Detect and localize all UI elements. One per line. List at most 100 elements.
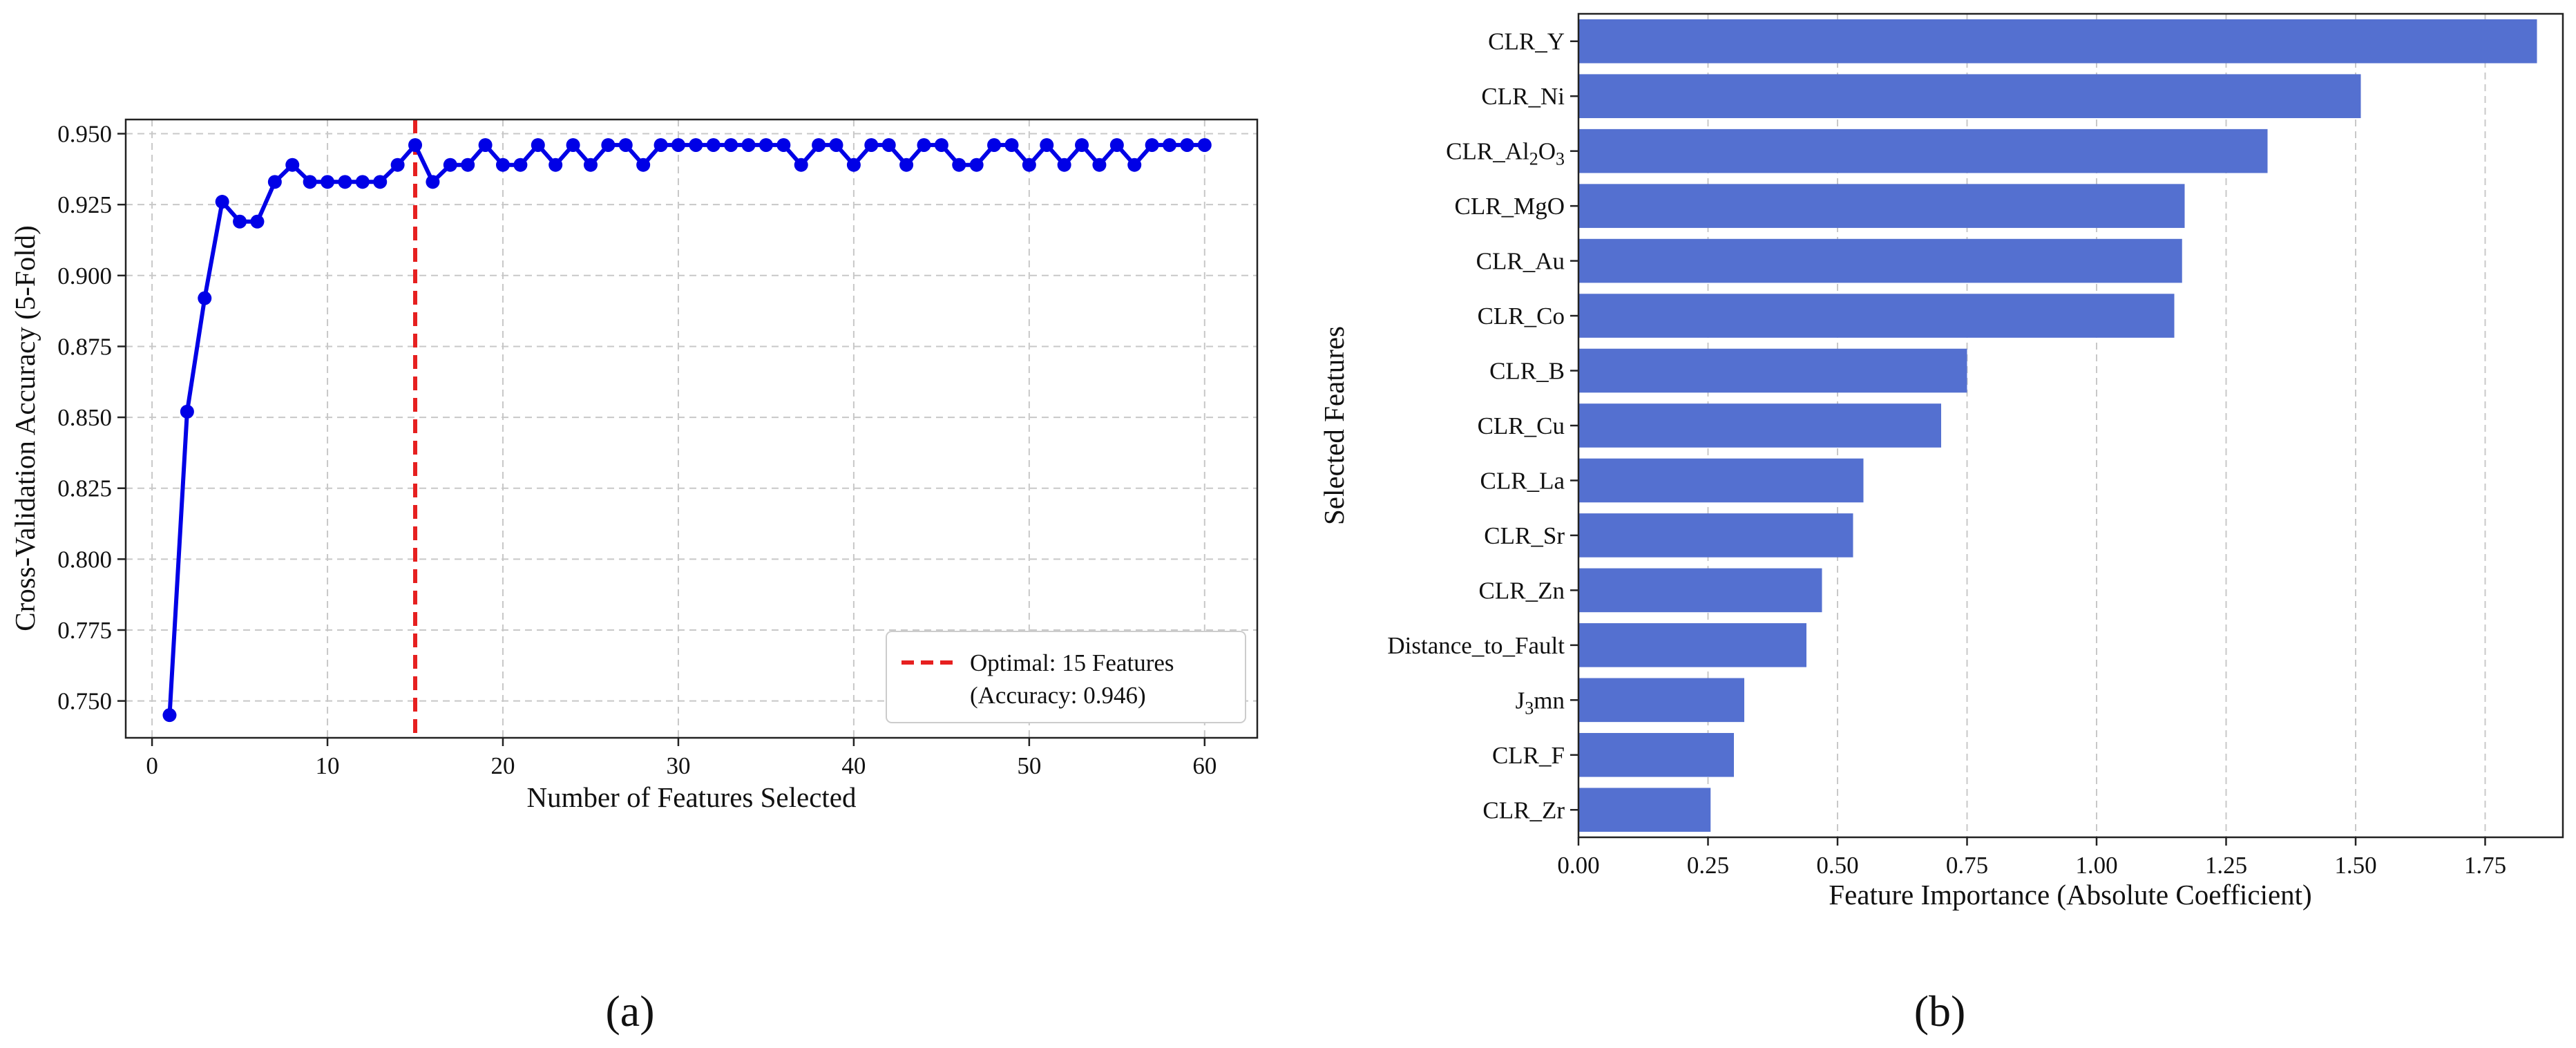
- a-x-tick-label: 30: [666, 752, 690, 779]
- accuracy-point: [759, 137, 773, 152]
- accuracy-point: [917, 137, 931, 152]
- accuracy-point: [1180, 137, 1194, 152]
- accuracy-point: [233, 214, 247, 229]
- accuracy-point: [531, 137, 545, 152]
- accuracy-point: [1075, 137, 1089, 152]
- feature-label: CLR_Au: [1476, 248, 1565, 275]
- feature-label: CLR_MgO: [1455, 193, 1565, 220]
- accuracy-point: [566, 137, 580, 152]
- accuracy-point: [812, 137, 826, 152]
- b-x-axis-label: Feature Importance (Absolute Coefficient…: [1829, 879, 2311, 911]
- accuracy-point: [373, 175, 388, 189]
- a-y-tick-label: 0.925: [57, 191, 112, 218]
- panel-a-label: (a): [605, 987, 654, 1036]
- a-x-tick-label: 0: [146, 752, 158, 779]
- accuracy-point: [934, 137, 948, 152]
- feature-bar: [1578, 513, 1853, 558]
- accuracy-point: [706, 137, 721, 152]
- b-x-tick-label: 1.25: [2205, 852, 2247, 879]
- feature-label: CLR_La: [1480, 467, 1565, 494]
- accuracy-point: [846, 158, 861, 172]
- b-x-tick-label: 1.50: [2334, 852, 2376, 879]
- feature-label: J3mn: [1516, 687, 1565, 718]
- accuracy-point: [689, 137, 703, 152]
- a-y-tick-label: 0.900: [57, 263, 112, 289]
- accuracy-point: [601, 137, 616, 152]
- accuracy-point: [1004, 137, 1019, 152]
- a-y-tick-label: 0.825: [57, 475, 112, 502]
- feature-label: CLR_F: [1492, 742, 1565, 769]
- feature-bar: [1578, 348, 1967, 393]
- accuracy-series-points: [162, 137, 1212, 723]
- feature-label: CLR_B: [1489, 358, 1565, 385]
- feature-bar: [1578, 184, 2185, 228]
- accuracy-point: [987, 137, 1002, 152]
- accuracy-point: [1109, 137, 1124, 152]
- feature-label: CLR_Co: [1478, 303, 1565, 330]
- feature-label: CLR_Sr: [1484, 522, 1565, 549]
- a-gridlines: [126, 120, 1257, 738]
- b-x-tick-label: 1.75: [2464, 852, 2506, 879]
- feature-bar: [1578, 403, 1941, 448]
- accuracy-point: [1040, 137, 1054, 152]
- feature-label: CLR_Zn: [1479, 577, 1565, 604]
- b-bars: [1578, 19, 2537, 832]
- accuracy-point: [1092, 158, 1107, 172]
- b-x-tick-label: 0.75: [1946, 852, 1988, 879]
- accuracy-point: [724, 137, 738, 152]
- a-y-tick-label: 0.875: [57, 333, 112, 360]
- accuracy-point: [741, 137, 756, 152]
- b-x-tick-label: 1.00: [2075, 852, 2117, 879]
- accuracy-point: [653, 137, 668, 152]
- feature-bar: [1578, 458, 1864, 503]
- feature-bar: [1578, 623, 1806, 667]
- accuracy-point: [881, 137, 896, 152]
- b-category-labels: CLR_Y CLR_Ni CLR_Al2O3 CLR_MgO CLR_Au CLR_Co C…: [1387, 28, 1565, 824]
- feature-bar: [1578, 19, 2537, 64]
- a-y-tick-label: 0.850: [57, 404, 112, 431]
- feature-label: CLR_Zr: [1482, 797, 1565, 823]
- a-x-tick-label: 10: [316, 752, 340, 779]
- feature-label: CLR_Cu: [1478, 412, 1565, 439]
- panel-b-bar-chart: 0.00 0.25 0.50 0.75 1.00 1.25 1.50 1.75 CLR_YCL…: [1318, 12, 2564, 911]
- accuracy-point: [198, 291, 212, 305]
- accuracy-point: [303, 175, 317, 189]
- feature-bar: [1578, 788, 1711, 832]
- accuracy-point: [1127, 158, 1142, 172]
- a-x-axis-label: Number of Features Selected: [526, 781, 856, 813]
- accuracy-point: [513, 158, 528, 172]
- accuracy-point: [618, 137, 633, 152]
- accuracy-point: [952, 158, 966, 172]
- accuracy-point: [864, 137, 879, 152]
- accuracy-point: [390, 158, 405, 172]
- a-legend: Optimal: 15 Features (Accuracy: 0.946): [886, 631, 1246, 723]
- a-axis-ticks: 0 10 20 30 40 50 60 0.750 0.775 0.800 0.825 0.850 0.…: [57, 121, 1217, 779]
- accuracy-point: [338, 175, 352, 189]
- b-y-axis-label: Selected Features: [1318, 326, 1350, 525]
- feature-bar: [1578, 294, 2175, 338]
- accuracy-point: [1057, 158, 1071, 172]
- a-plot-frame: [124, 118, 1259, 739]
- accuracy-point: [1022, 158, 1036, 172]
- b-plot-frame: [1577, 12, 2564, 839]
- accuracy-point: [267, 175, 282, 189]
- a-x-tick-label: 50: [1017, 752, 1041, 779]
- feature-bar: [1578, 74, 2361, 118]
- accuracy-point: [426, 175, 440, 189]
- feature-bar: [1578, 128, 2268, 173]
- a-legend-line1: Optimal: 15 Features: [970, 649, 1174, 676]
- a-x-tick-label: 20: [491, 752, 515, 779]
- accuracy-point: [321, 175, 335, 189]
- accuracy-point: [355, 175, 370, 189]
- accuracy-point: [636, 158, 651, 172]
- accuracy-point: [478, 137, 493, 152]
- a-legend-box: [886, 631, 1246, 723]
- accuracy-point: [496, 158, 510, 172]
- accuracy-point: [215, 195, 229, 209]
- panel-a-line-chart: 0 10 20 30 40 50 60 0.750 0.775 0.800 0.825 0.850 0.…: [9, 118, 1259, 813]
- feature-bar: [1578, 678, 1744, 723]
- accuracy-point: [548, 158, 563, 172]
- feature-bar: [1578, 733, 1734, 777]
- a-y-tick-label: 0.750: [57, 688, 112, 715]
